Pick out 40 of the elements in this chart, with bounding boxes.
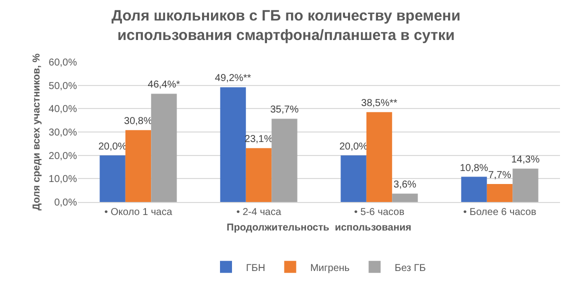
y-tick-label: 30,0% <box>48 128 78 138</box>
bar <box>340 155 366 202</box>
data-label: 46,4%* <box>148 80 180 91</box>
data-label: 3,6% <box>394 180 416 191</box>
legend-label: Мигрень <box>310 262 350 274</box>
y-tick-label: 60,0% <box>48 58 78 68</box>
y-tick-label: 0,0% <box>54 198 78 208</box>
x-tick-label: • 2-4 часа <box>236 207 282 218</box>
bar <box>151 94 177 202</box>
data-label: 20,0% <box>98 141 127 152</box>
data-label: 20,0% <box>339 141 368 152</box>
data-label: 49,2%** <box>214 73 252 84</box>
y-tick-label: 40,0% <box>48 104 78 116</box>
x-tick-label: • Около 1 часа <box>104 207 173 218</box>
x-axis-title: Продолжительность использования <box>226 222 412 234</box>
data-label: 30,8% <box>124 116 152 128</box>
legend-label: Без ГБ <box>394 262 426 274</box>
y-tick-label: 10,0% <box>48 174 78 186</box>
y-tick-label: 20,0% <box>48 150 78 162</box>
x-tick-label: • 5-6 часов <box>354 207 404 218</box>
legend-label: ГБН <box>246 262 266 274</box>
bar <box>461 176 487 202</box>
bar <box>246 148 272 202</box>
bar <box>486 184 513 202</box>
data-label: 38,5%** <box>361 98 398 110</box>
bar <box>125 130 152 202</box>
data-label: 7,7% <box>488 170 512 182</box>
bar <box>100 155 126 202</box>
y-axis-title: Доля среди всех участников, % <box>32 53 43 210</box>
data-label: 14,3% <box>511 154 540 166</box>
bar <box>512 168 538 202</box>
bar <box>220 87 246 202</box>
bar <box>272 118 298 202</box>
data-label: 10,8% <box>460 162 488 174</box>
bar <box>392 194 418 202</box>
x-tick-label: • Более 6 часов <box>463 207 536 218</box>
y-tick-label: 50,0% <box>48 80 78 92</box>
data-label: 35,7% <box>270 104 299 116</box>
bar <box>366 112 392 202</box>
chart-title: Доля школьников с ГБ по количеству времени использования смартфона/планшета в сутки <box>112 8 460 44</box>
